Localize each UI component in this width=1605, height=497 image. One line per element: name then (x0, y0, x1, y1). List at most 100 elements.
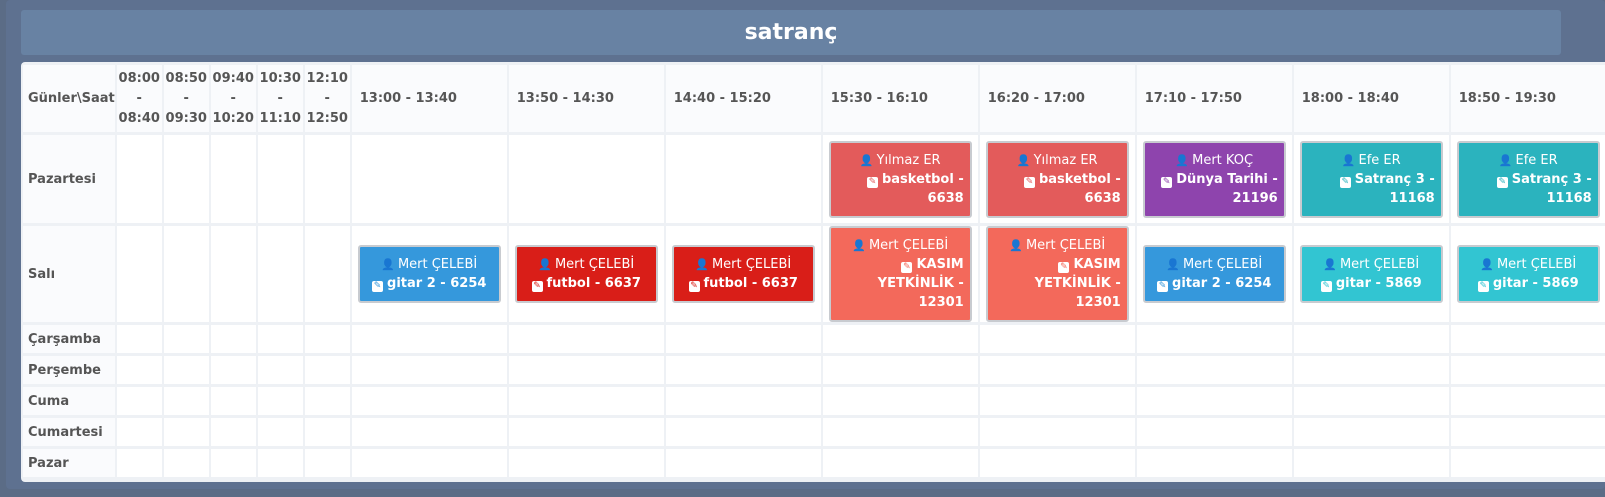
schedule-cell[interactable] (1450, 418, 1605, 446)
lesson-card[interactable]: 👤 Mert ÇELEBİ ✎ futbol - 6637 (671, 245, 815, 303)
schedule-cell[interactable] (822, 325, 978, 353)
schedule-cell[interactable] (163, 449, 209, 477)
schedule-cell[interactable] (304, 325, 350, 353)
schedule-cell[interactable] (508, 387, 664, 415)
schedule-cell[interactable]: 👤 Yılmaz ER ✎ basketbol - 6638 (979, 135, 1135, 223)
schedule-cell[interactable] (665, 325, 821, 353)
schedule-cell[interactable] (1450, 449, 1605, 477)
schedule-cell[interactable] (304, 418, 350, 446)
schedule-cell[interactable] (979, 418, 1135, 446)
schedule-cell[interactable] (508, 418, 664, 446)
schedule-cell[interactable] (1136, 418, 1292, 446)
schedule-cell[interactable] (1293, 356, 1449, 384)
schedule-cell[interactable] (257, 135, 303, 223)
schedule-cell[interactable] (163, 325, 209, 353)
schedule-cell[interactable] (822, 418, 978, 446)
schedule-cell[interactable] (116, 418, 162, 446)
schedule-cell[interactable] (116, 226, 162, 322)
lesson-card[interactable]: 👤 Mert ÇELEBİ ✎ futbol - 6637 (514, 245, 658, 303)
lesson-card[interactable]: 👤 Mert ÇELEBİ ✎ gitar 2 - 6254 (1142, 245, 1286, 303)
schedule-cell[interactable] (304, 356, 350, 384)
schedule-cell[interactable] (210, 449, 256, 477)
lesson-card[interactable]: 👤 Mert KOÇ ✎ Dünya Tarihi - 21196 (1142, 140, 1286, 218)
schedule-cell[interactable] (116, 135, 162, 223)
schedule-cell[interactable] (822, 356, 978, 384)
lesson-card[interactable]: 👤 Mert ÇELEBİ ✎ gitar - 5869 (1299, 245, 1443, 303)
schedule-cell[interactable]: 👤 Mert ÇELEBİ ✎ KASIM YETKİNLİK - 12301 (822, 226, 978, 322)
lesson-card[interactable]: 👤 Mert ÇELEBİ ✎ gitar 2 - 6254 (357, 245, 501, 303)
schedule-cell[interactable] (257, 449, 303, 477)
schedule-cell[interactable] (210, 325, 256, 353)
schedule-cell[interactable]: 👤 Mert ÇELEBİ ✎ gitar 2 - 6254 (351, 226, 507, 322)
schedule-cell[interactable]: 👤 Mert ÇELEBİ ✎ gitar 2 - 6254 (1136, 226, 1292, 322)
schedule-cell[interactable] (1293, 418, 1449, 446)
schedule-cell[interactable]: 👤 Mert ÇELEBİ ✎ KASIM YETKİNLİK - 12301 (979, 226, 1135, 322)
schedule-cell[interactable]: 👤 Efe ER ✎ Satranç 3 - 11168 (1293, 135, 1449, 223)
schedule-cell[interactable] (163, 226, 209, 322)
schedule-cell[interactable] (163, 418, 209, 446)
schedule-cell[interactable] (257, 387, 303, 415)
schedule-cell[interactable] (210, 356, 256, 384)
schedule-cell[interactable] (210, 387, 256, 415)
schedule-cell[interactable] (1293, 387, 1449, 415)
schedule-cell[interactable] (304, 449, 350, 477)
schedule-cell[interactable] (1136, 387, 1292, 415)
schedule-cell[interactable] (508, 449, 664, 477)
schedule-cell[interactable] (210, 418, 256, 446)
schedule-cell[interactable] (1136, 449, 1292, 477)
schedule-cell[interactable]: 👤 Mert ÇELEBİ ✎ futbol - 6637 (508, 226, 664, 322)
schedule-cell[interactable] (304, 226, 350, 322)
schedule-cell[interactable] (163, 387, 209, 415)
lesson-card[interactable]: 👤 Mert ÇELEBİ ✎ KASIM YETKİNLİK - 12301 (828, 226, 972, 322)
schedule-cell[interactable]: 👤 Yılmaz ER ✎ basketbol - 6638 (822, 135, 978, 223)
schedule-cell[interactable] (508, 325, 664, 353)
lesson-card[interactable]: 👤 Mert ÇELEBİ ✎ KASIM YETKİNLİK - 12301 (985, 226, 1129, 322)
schedule-cell[interactable] (665, 135, 821, 223)
schedule-cell[interactable] (351, 325, 507, 353)
schedule-cell[interactable]: 👤 Mert ÇELEBİ ✎ futbol - 6637 (665, 226, 821, 322)
schedule-cell[interactable] (1293, 449, 1449, 477)
schedule-cell[interactable]: 👤 Mert ÇELEBİ ✎ gitar - 5869 (1450, 226, 1605, 322)
lesson-card[interactable]: 👤 Yılmaz ER ✎ basketbol - 6638 (985, 140, 1129, 218)
schedule-cell[interactable]: 👤 Mert ÇELEBİ ✎ gitar - 5869 (1293, 226, 1449, 322)
schedule-cell[interactable] (210, 135, 256, 223)
schedule-cell[interactable] (351, 135, 507, 223)
schedule-cell[interactable] (351, 387, 507, 415)
schedule-cell[interactable] (1450, 356, 1605, 384)
schedule-cell[interactable] (665, 418, 821, 446)
schedule-cell[interactable] (116, 387, 162, 415)
schedule-cell[interactable] (116, 356, 162, 384)
schedule-cell[interactable] (1293, 325, 1449, 353)
schedule-cell[interactable]: 👤 Mert KOÇ ✎ Dünya Tarihi - 21196 (1136, 135, 1292, 223)
lesson-card[interactable]: 👤 Efe ER ✎ Satranç 3 - 11168 (1299, 140, 1443, 218)
schedule-cell[interactable] (163, 135, 209, 223)
schedule-cell[interactable] (665, 387, 821, 415)
schedule-cell[interactable] (257, 418, 303, 446)
schedule-cell[interactable] (1136, 325, 1292, 353)
lesson-card[interactable]: 👤 Efe ER ✎ Satranç 3 - 11168 (1456, 140, 1600, 218)
schedule-cell[interactable] (351, 418, 507, 446)
schedule-cell[interactable] (822, 449, 978, 477)
lesson-card[interactable]: 👤 Yılmaz ER ✎ basketbol - 6638 (828, 140, 972, 218)
schedule-cell[interactable] (665, 356, 821, 384)
schedule-cell[interactable] (508, 356, 664, 384)
schedule-cell[interactable] (979, 356, 1135, 384)
schedule-cell[interactable] (351, 449, 507, 477)
schedule-cell[interactable]: 👤 Efe ER ✎ Satranç 3 - 11168 (1450, 135, 1605, 223)
schedule-cell[interactable] (822, 387, 978, 415)
schedule-cell[interactable] (163, 356, 209, 384)
schedule-cell[interactable] (351, 356, 507, 384)
schedule-cell[interactable] (210, 226, 256, 322)
schedule-cell[interactable] (979, 449, 1135, 477)
schedule-cell[interactable] (257, 356, 303, 384)
schedule-cell[interactable] (1450, 387, 1605, 415)
schedule-cell[interactable] (508, 135, 664, 223)
schedule-cell[interactable] (116, 449, 162, 477)
schedule-cell[interactable] (979, 387, 1135, 415)
schedule-cell[interactable] (1450, 325, 1605, 353)
lesson-card[interactable]: 👤 Mert ÇELEBİ ✎ gitar - 5869 (1456, 245, 1600, 303)
schedule-cell[interactable] (304, 135, 350, 223)
schedule-cell[interactable] (304, 387, 350, 415)
schedule-cell[interactable] (979, 325, 1135, 353)
schedule-cell[interactable] (116, 325, 162, 353)
